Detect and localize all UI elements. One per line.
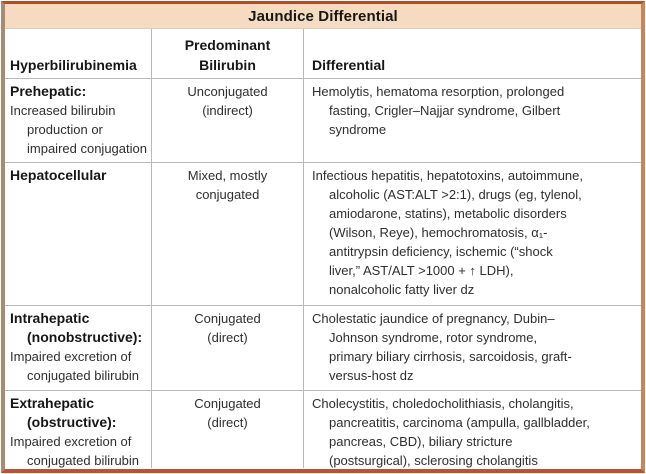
differential-text: Cholecystitis, choledocholithiasis, chol… bbox=[312, 396, 590, 468]
bilirubin-cell: Conjugated (direct) bbox=[152, 391, 304, 468]
category-description: Increased bilirubin production or impair… bbox=[10, 103, 147, 156]
column-header-hyperbilirubinemia: Hyperbilirubinemia bbox=[5, 29, 152, 78]
table-title: Jaundice Differential bbox=[5, 4, 641, 29]
bilirubin-cell: Conjugated (direct) bbox=[152, 306, 304, 390]
differential-text: Hemolytis, hematoma resorption, prolonge… bbox=[312, 84, 565, 137]
differential-cell: Infectious hepatitis, hepatotoxins, auto… bbox=[304, 163, 641, 305]
bilirubin-cell: Unconjugated (indirect) bbox=[152, 79, 304, 162]
differential-cell: Cholestatic jaundice of pregnancy, Dubin… bbox=[304, 306, 641, 390]
bilirubin-value: Unconjugated (indirect) bbox=[187, 84, 268, 118]
category-cell: Intrahepatic (nonobstructive): Impaired … bbox=[5, 306, 152, 390]
category-heading: Extrahepatic (obstructive): bbox=[10, 395, 117, 430]
category-cell: Hepatocellular bbox=[5, 163, 152, 305]
column-header-predominant-bilirubin: Predominant Bilirubin bbox=[152, 29, 304, 78]
column-header-label: Hyperbilirubinemia bbox=[10, 57, 137, 73]
table-row-intrahepatic: Intrahepatic (nonobstructive): Impaired … bbox=[5, 305, 641, 390]
differential-cell: Cholecystitis, choledocholithiasis, chol… bbox=[304, 391, 641, 468]
category-description: Impaired excretion of conjugated bilirub… bbox=[10, 349, 140, 383]
category-heading: Intrahepatic (nonobstructive): bbox=[10, 310, 143, 345]
category-description: Impaired excretion of conjugated bilirub… bbox=[10, 434, 140, 468]
category-heading: Prehepatic: bbox=[10, 83, 87, 99]
bilirubin-cell: Mixed, mostly conjugated bbox=[152, 163, 304, 305]
column-header-label: Differential bbox=[312, 57, 386, 73]
table-row-hepatocellular: Hepatocellular Mixed, mostly conjugated … bbox=[5, 162, 641, 305]
differential-text: Infectious hepatitis, hepatotoxins, auto… bbox=[312, 168, 583, 297]
bilirubin-value: Conjugated (direct) bbox=[194, 396, 261, 430]
column-header-label: Predominant Bilirubin bbox=[184, 37, 271, 73]
category-cell: Prehepatic: Increased bilirubin producti… bbox=[5, 79, 152, 162]
category-cell: Extrahepatic (obstructive): Impaired exc… bbox=[5, 391, 152, 468]
bilirubin-value: Mixed, mostly conjugated bbox=[187, 168, 268, 202]
header-row: Hyperbilirubinemia Predominant Bilirubin… bbox=[5, 29, 641, 78]
differential-cell: Hemolytis, hematoma resorption, prolonge… bbox=[304, 79, 641, 162]
table-row-prehepatic: Prehepatic: Increased bilirubin producti… bbox=[5, 78, 641, 162]
column-header-differential: Differential bbox=[304, 29, 641, 78]
bilirubin-value: Conjugated (direct) bbox=[194, 311, 261, 345]
table-row-extrahepatic: Extrahepatic (obstructive): Impaired exc… bbox=[5, 390, 641, 468]
differential-text: Cholestatic jaundice of pregnancy, Dubin… bbox=[312, 311, 572, 383]
category-heading: Hepatocellular bbox=[10, 167, 107, 183]
